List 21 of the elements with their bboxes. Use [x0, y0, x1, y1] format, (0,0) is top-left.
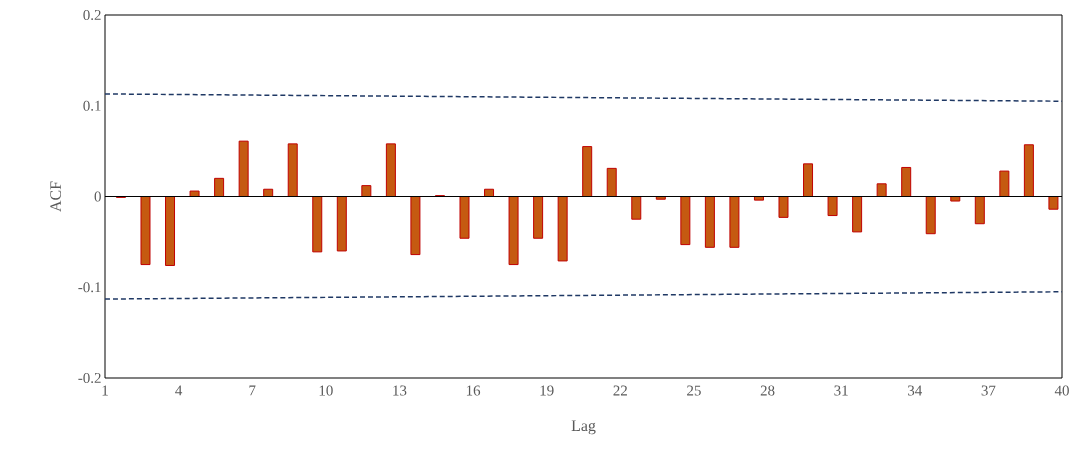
x-tick-label: 7	[249, 385, 256, 396]
y-axis-title: ACF	[50, 181, 61, 212]
x-tick-label: 16	[466, 385, 481, 396]
x-axis-title: Lag	[571, 420, 596, 435]
y-tick-label: -0.2	[78, 372, 101, 384]
x-tick-label: 19	[540, 385, 554, 396]
y-tick-label: -0.1	[78, 282, 101, 293]
y-tick-label: 0.2	[83, 9, 101, 21]
y-tick-label: 0	[94, 191, 101, 202]
x-tick-label: 28	[760, 385, 775, 396]
x-tick-label: 31	[834, 385, 848, 396]
x-tick-label: 13	[393, 385, 407, 396]
x-tick-label: 34	[908, 385, 923, 396]
x-tick-label: 10	[319, 385, 333, 396]
x-tick-label: 40	[1054, 385, 1069, 396]
x-tick-label: 25	[687, 385, 701, 396]
x-tick-label: 37	[981, 385, 996, 396]
x-tick-label: 4	[175, 385, 183, 396]
y-tick-label: 0.1	[83, 100, 101, 111]
x-tick-label: 1	[102, 385, 108, 396]
x-tick-label: 22	[613, 385, 627, 396]
